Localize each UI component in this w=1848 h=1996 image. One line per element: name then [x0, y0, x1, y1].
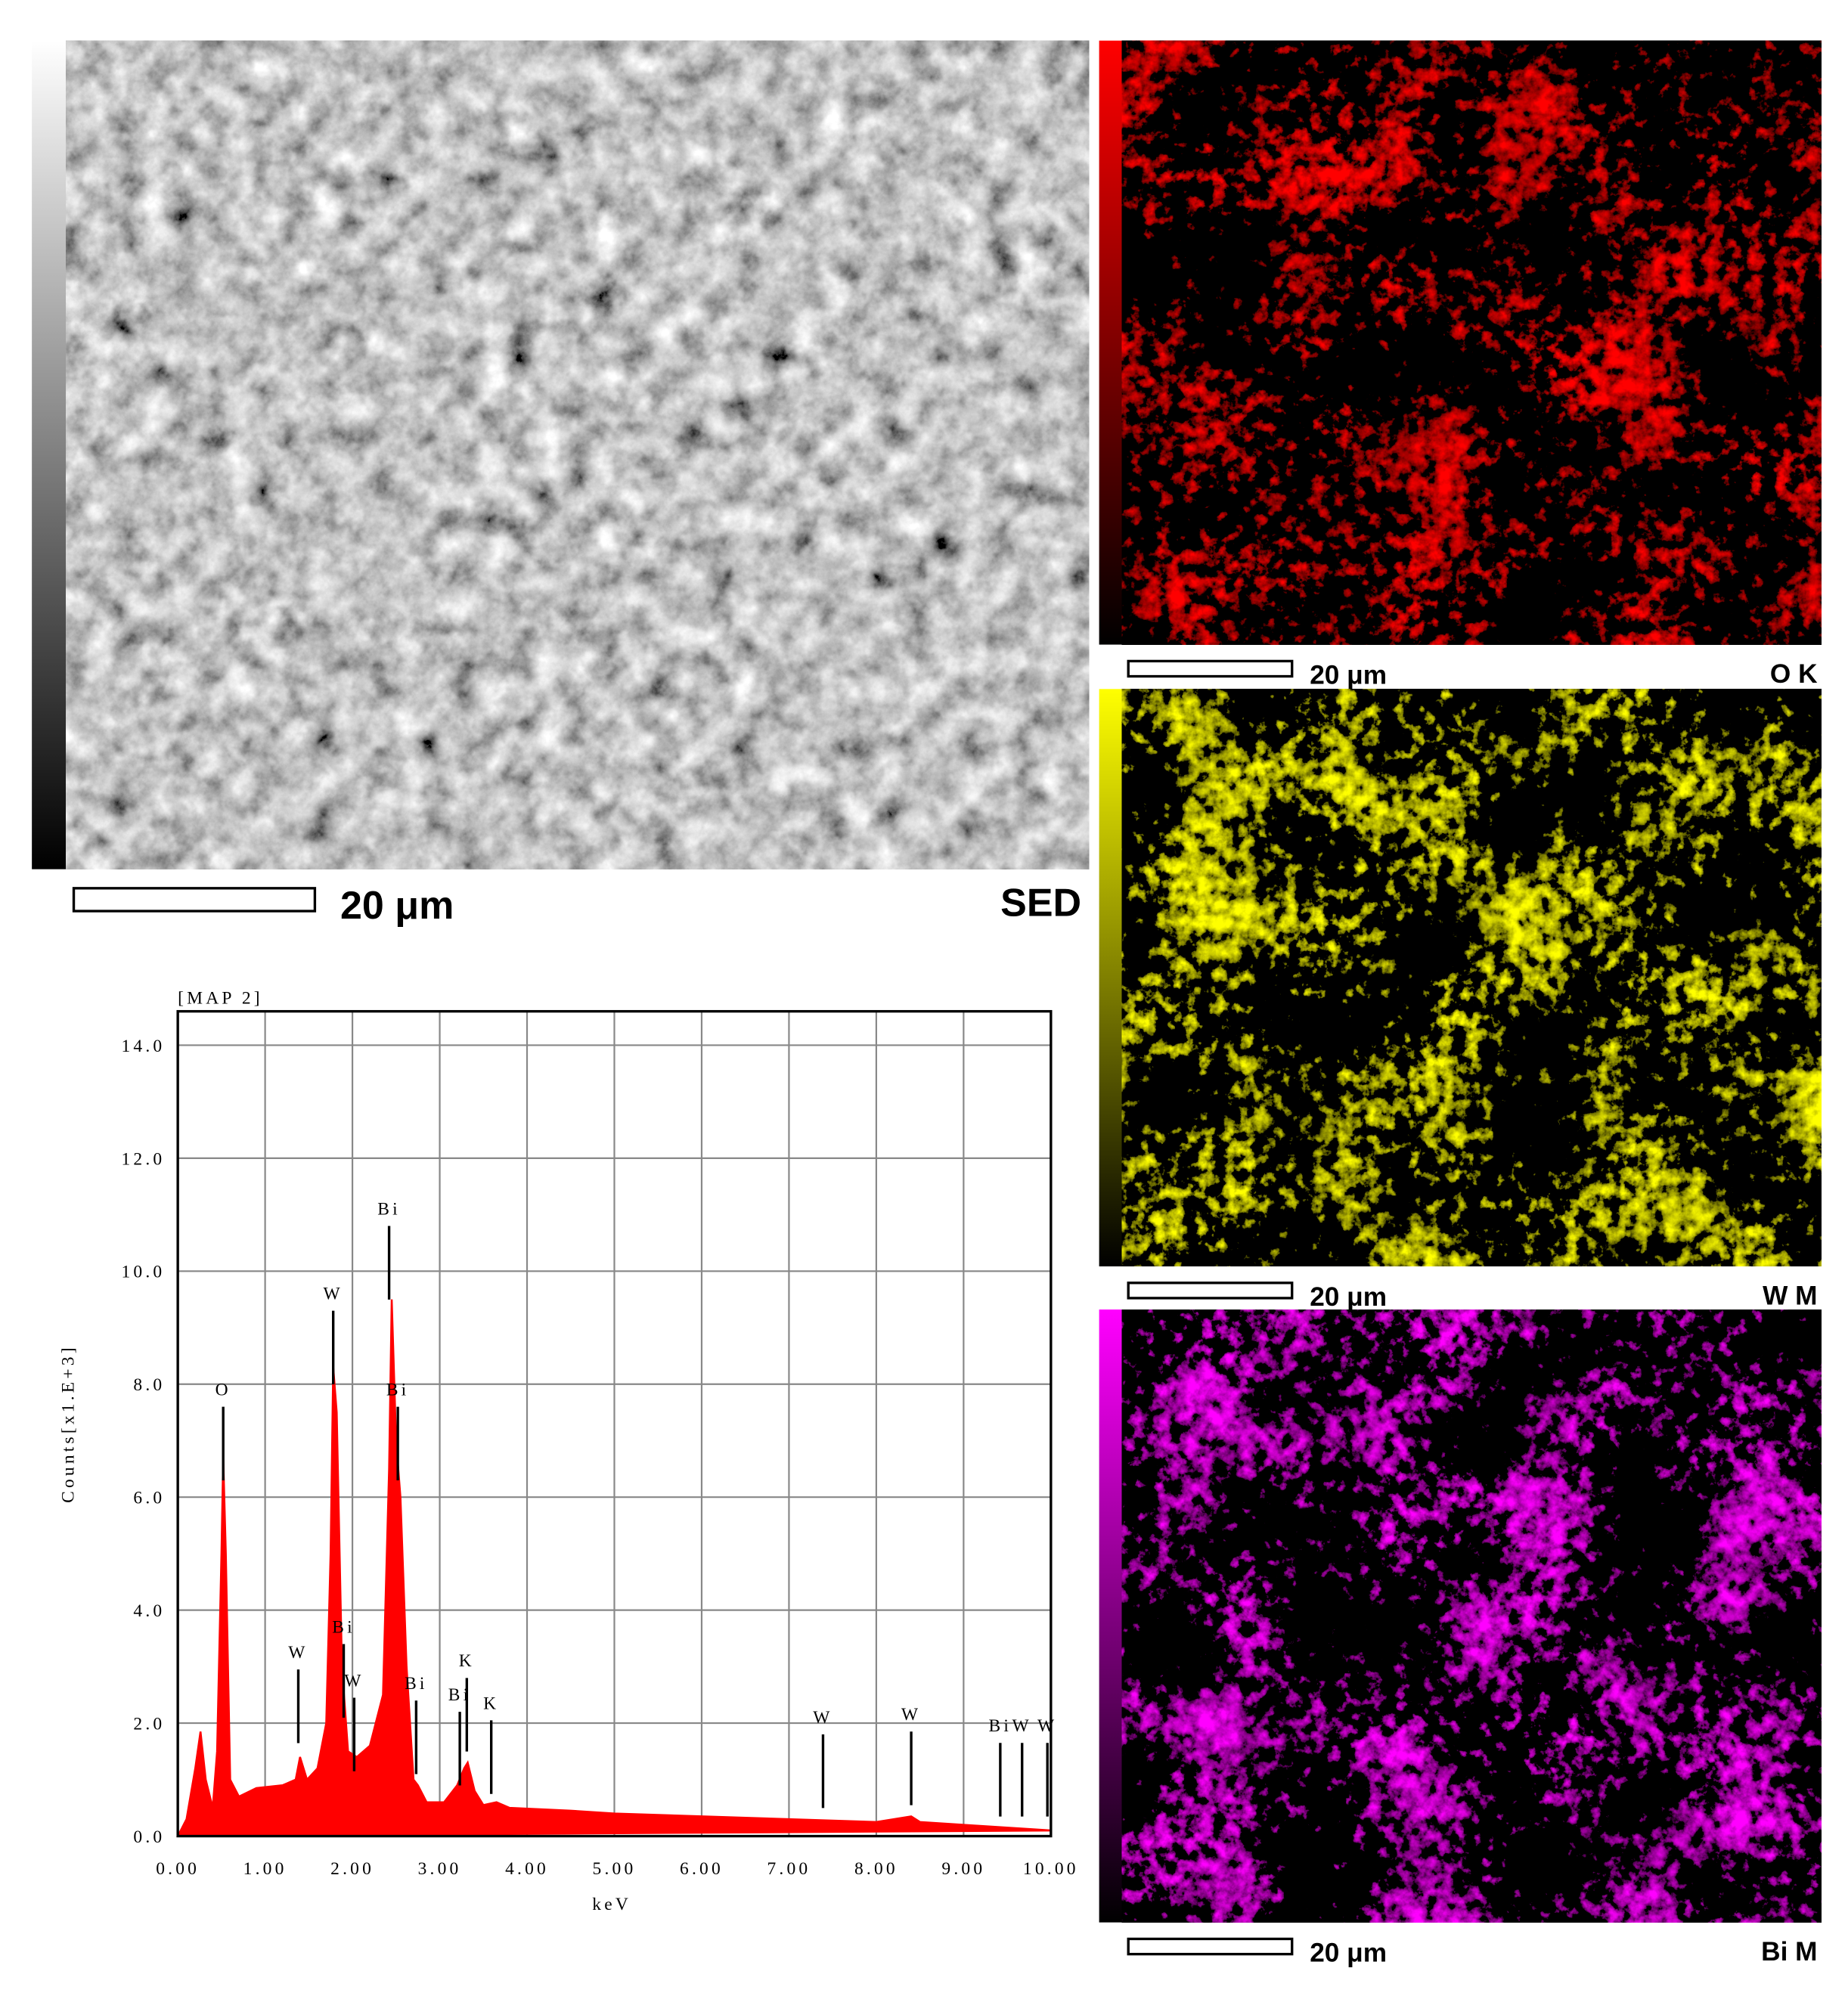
x-tick-label: 8.00	[854, 1859, 898, 1879]
peak-label: W	[323, 1285, 343, 1304]
map-colorbar	[1099, 40, 1122, 645]
x-tick-label: 10.00	[1023, 1859, 1079, 1879]
peak-label: Bi	[332, 1617, 355, 1637]
element-map	[1121, 1309, 1822, 1923]
x-tick-label: 9.00	[941, 1859, 985, 1879]
scale-label: 20 μm	[1310, 1939, 1387, 1968]
peak-label: Bi	[377, 1199, 401, 1219]
peak-label: Bi	[386, 1381, 410, 1400]
peak-label: K	[459, 1651, 475, 1671]
element-map	[1121, 689, 1822, 1266]
scale-bar	[72, 887, 317, 913]
scale-label: 20 μm	[1310, 661, 1387, 690]
peak-label: W	[1012, 1716, 1032, 1736]
scale-bar	[1127, 1282, 1294, 1300]
y-tick-label: 4.0	[133, 1601, 165, 1621]
x-tick-label: 4.00	[505, 1859, 549, 1879]
y-tick-label: 10.0	[121, 1263, 165, 1282]
element-label: Bi M	[1761, 1937, 1817, 1967]
y-axis-label: Counts[x1.E+3]	[59, 1344, 79, 1503]
scale-label: 20 μm	[340, 884, 454, 928]
peak-label: W	[813, 1708, 833, 1728]
spectrum-area	[176, 1299, 1051, 1837]
y-tick-label: 2.0	[133, 1714, 165, 1734]
map-colorbar	[1099, 689, 1122, 1266]
element-label: W M	[1763, 1281, 1817, 1310]
peak-label: W	[288, 1643, 308, 1663]
x-axis-label: keV	[592, 1895, 631, 1914]
x-tick-label: 5.00	[593, 1859, 637, 1879]
chart-title: [MAP 2]	[178, 989, 263, 1009]
scale-bar	[1127, 1937, 1294, 1956]
detector-label: SED	[1000, 882, 1081, 925]
peak-label: W	[901, 1705, 921, 1725]
element-label: O K	[1770, 659, 1818, 689]
y-tick-label: 8.0	[133, 1375, 165, 1395]
y-tick-label: 12.0	[121, 1149, 165, 1169]
x-tick-label: 6.00	[680, 1859, 724, 1879]
sem-colorbar	[32, 40, 67, 869]
x-tick-label: 7.00	[767, 1859, 811, 1879]
y-tick-label: 14.0	[121, 1037, 165, 1056]
scale-bar	[1127, 659, 1294, 678]
x-tick-label: 2.00	[330, 1859, 374, 1879]
element-map	[1121, 40, 1822, 645]
scale-label: 20 μm	[1310, 1282, 1387, 1312]
peak-label: Bi	[448, 1685, 472, 1705]
sem-image	[66, 40, 1090, 869]
peak-label: W	[1037, 1716, 1057, 1736]
peak-label: K	[483, 1694, 499, 1713]
peak-label: W	[344, 1671, 364, 1691]
plot-frame	[176, 1009, 1053, 1838]
map-colorbar	[1099, 1309, 1122, 1923]
x-tick-label: 0.00	[156, 1859, 200, 1879]
y-tick-label: 0.0	[133, 1827, 165, 1847]
x-tick-label: 1.00	[243, 1859, 287, 1879]
y-tick-label: 6.0	[133, 1489, 165, 1508]
peak-label: Bi	[405, 1674, 428, 1694]
x-tick-label: 3.00	[418, 1859, 462, 1879]
peak-label: Bi	[989, 1716, 1012, 1736]
peak-label: O	[215, 1381, 231, 1400]
